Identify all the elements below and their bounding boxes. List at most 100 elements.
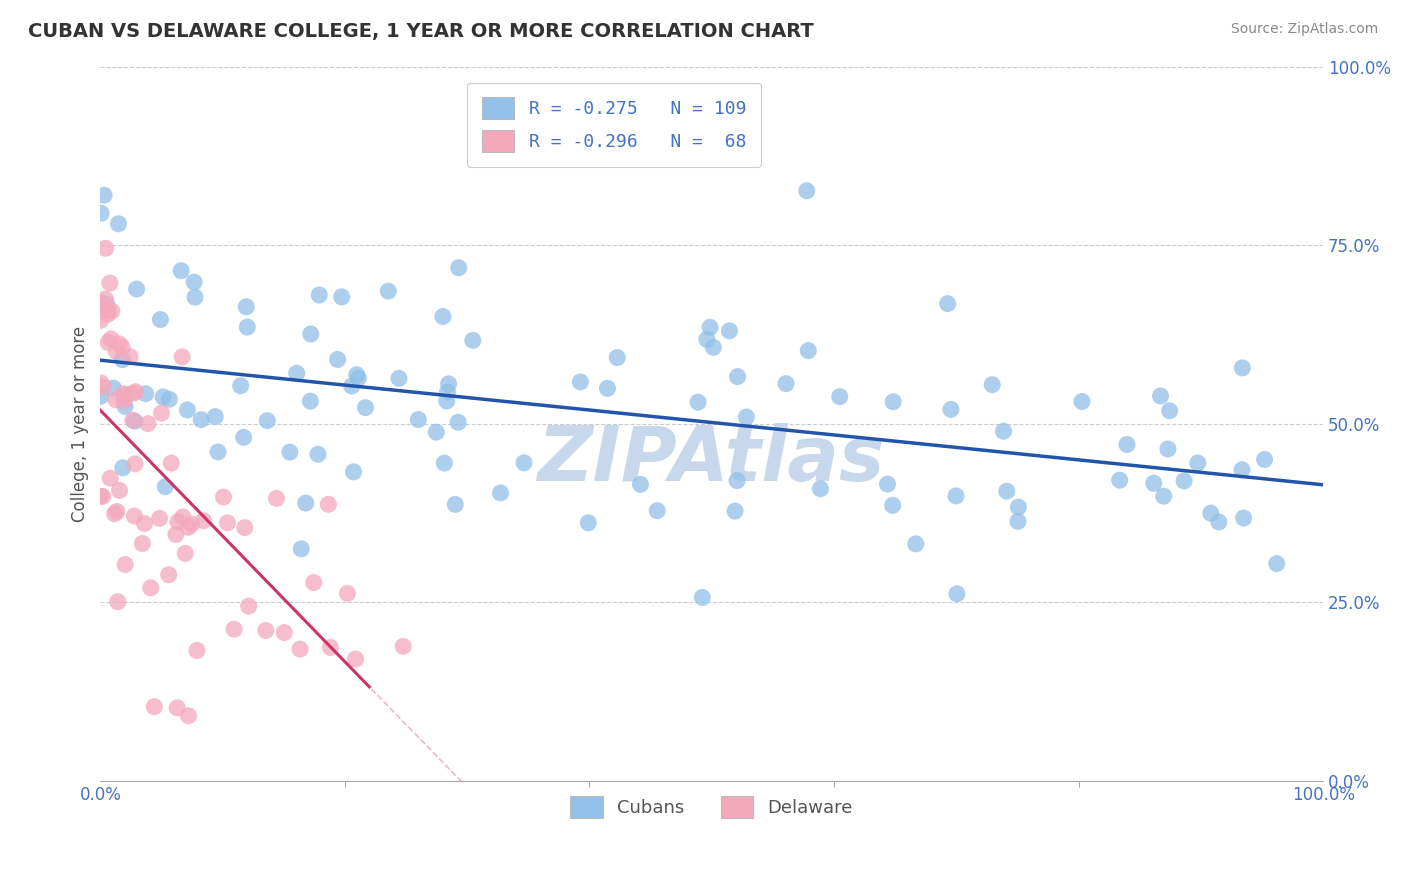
Point (444, 497, 467, 511)
Point (718, 324, 741, 338)
Point (136, 417, 159, 431)
Point (346, 368, 368, 382)
Point (177, 708, 200, 723)
Point (1159, 403, 1181, 417)
Point (166, 701, 188, 715)
Point (392, 640, 415, 654)
Point (93, 380, 115, 394)
Point (100, 332, 122, 346)
Point (96, 297, 118, 311)
Point (232, 430, 254, 444)
Point (236, 320, 259, 334)
Point (124, 457, 146, 471)
Point (686, 395, 709, 409)
Point (111, 460, 134, 475)
Point (308, 288, 330, 302)
Point (103, 507, 125, 521)
Point (596, 381, 619, 395)
Point (139, 581, 162, 595)
Point (217, 516, 239, 530)
Point (273, 625, 295, 640)
Legend: Cubans, Delaware: Cubans, Delaware (564, 789, 860, 826)
Point (939, 402, 962, 417)
Point (995, 484, 1018, 499)
Point (326, 352, 349, 367)
Point (724, 504, 747, 518)
Point (97, 307, 120, 321)
Point (302, 575, 325, 590)
Point (165, 527, 187, 541)
Point (90, 389, 112, 403)
Point (104, 392, 127, 407)
Point (1253, 452, 1275, 467)
Point (120, 350, 142, 364)
Point (97, 303, 120, 318)
Point (157, 567, 180, 582)
Point (342, 465, 364, 479)
Point (936, 296, 959, 310)
Point (149, 511, 172, 525)
Point (238, 599, 260, 614)
Point (98, 276, 121, 290)
Point (981, 377, 1004, 392)
Point (1232, 360, 1254, 375)
Point (183, 275, 205, 289)
Point (1233, 511, 1256, 525)
Point (135, 386, 157, 401)
Point (121, 413, 143, 427)
Point (347, 371, 370, 385)
Point (94, 241, 117, 255)
Point (436, 384, 458, 399)
Point (1187, 456, 1209, 470)
Point (112, 386, 135, 401)
Point (91, 489, 114, 503)
Point (285, 366, 308, 380)
Point (299, 394, 322, 409)
Point (797, 343, 820, 358)
Point (340, 379, 363, 393)
Point (775, 376, 797, 391)
Point (157, 392, 180, 407)
Point (436, 393, 458, 408)
Point (1007, 514, 1029, 528)
Point (606, 351, 628, 365)
Point (111, 340, 134, 354)
Point (876, 477, 898, 491)
Point (576, 516, 599, 530)
Point (1173, 474, 1195, 488)
Point (125, 282, 148, 296)
Point (569, 375, 592, 389)
Point (177, 520, 200, 534)
Point (882, 499, 904, 513)
Text: Source: ZipAtlas.com: Source: ZipAtlas.com (1230, 22, 1378, 37)
Point (160, 456, 183, 470)
Point (945, 489, 967, 503)
Point (319, 640, 342, 655)
Point (254, 624, 277, 638)
Point (111, 352, 134, 367)
Point (174, 546, 197, 560)
Point (447, 415, 470, 429)
Point (388, 371, 411, 385)
Point (186, 643, 208, 657)
Point (735, 410, 758, 425)
Point (425, 425, 447, 439)
Point (89, 313, 111, 327)
Point (222, 622, 245, 636)
Point (828, 390, 851, 404)
Point (124, 414, 146, 428)
Point (108, 483, 131, 498)
Point (89, 490, 111, 504)
Point (1108, 473, 1130, 487)
Point (204, 409, 226, 424)
Point (207, 445, 229, 459)
Point (904, 537, 927, 551)
Point (727, 369, 749, 384)
Point (172, 510, 194, 524)
Point (702, 340, 724, 354)
Point (696, 332, 718, 346)
Point (447, 260, 470, 275)
Text: ZIPAtlas: ZIPAtlas (538, 423, 886, 497)
Point (114, 400, 136, 414)
Point (946, 587, 969, 601)
